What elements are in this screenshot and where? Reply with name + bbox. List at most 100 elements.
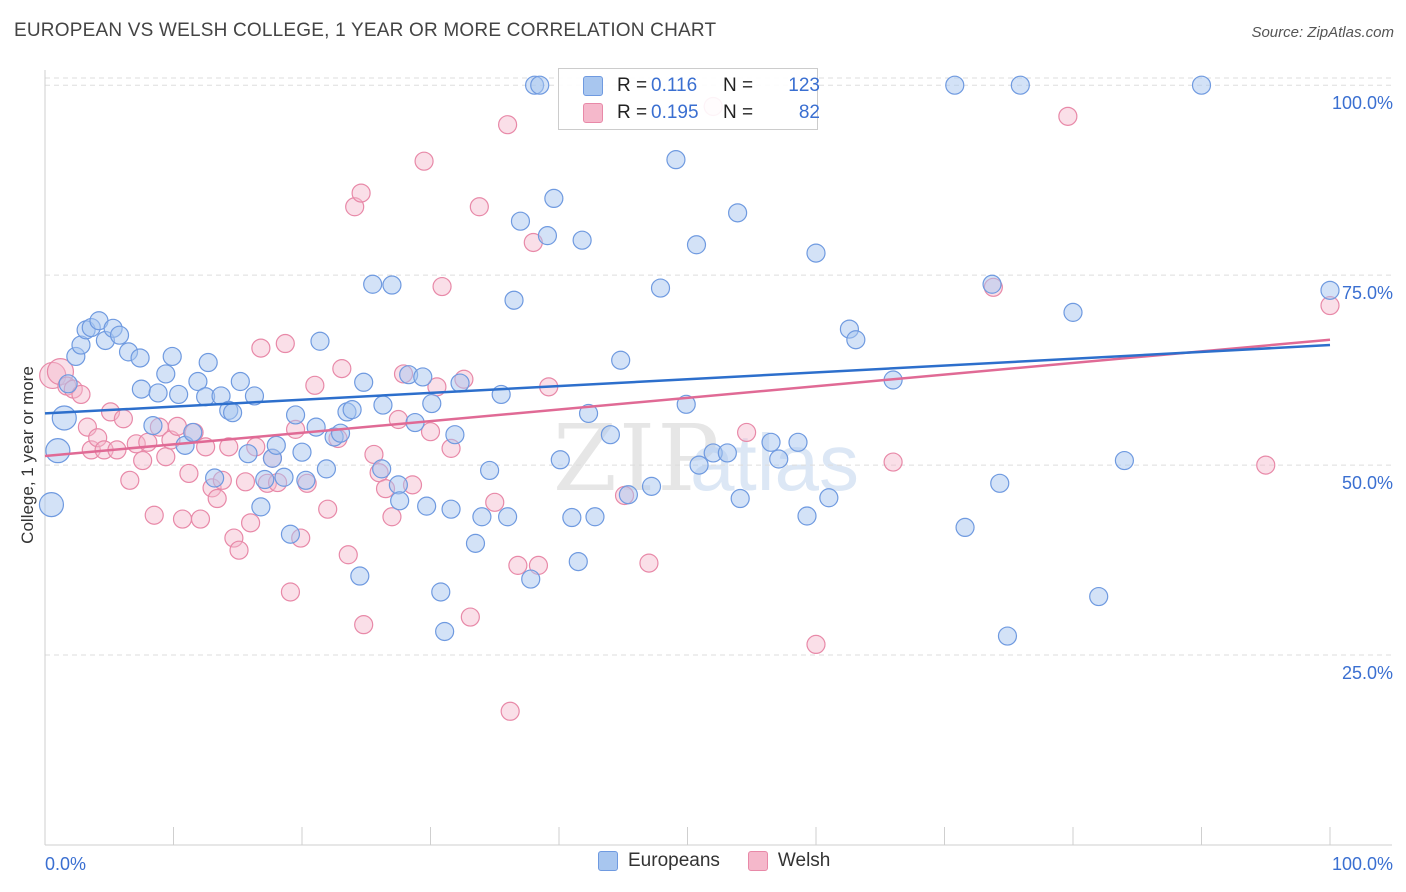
welsh-point bbox=[354, 615, 374, 635]
welsh-point bbox=[207, 488, 227, 509]
x-tick-label: 100.0% bbox=[1332, 854, 1393, 874]
welsh-legend-swatch bbox=[747, 851, 768, 871]
europeans-point bbox=[285, 405, 306, 425]
europeans-point bbox=[230, 371, 250, 392]
europeans-point bbox=[169, 384, 189, 405]
europeans-point bbox=[997, 626, 1018, 646]
welsh-swatch bbox=[583, 103, 603, 123]
europeans-point bbox=[223, 403, 243, 423]
welsh-point bbox=[144, 505, 164, 525]
europeans-point bbox=[568, 551, 588, 572]
europeans-point bbox=[650, 278, 671, 298]
europeans-point bbox=[585, 507, 605, 527]
europeans-point bbox=[372, 459, 392, 479]
europeans-point bbox=[730, 488, 750, 509]
welsh-point bbox=[382, 507, 402, 527]
europeans-point bbox=[504, 290, 524, 310]
gridlines bbox=[45, 77, 1392, 656]
r-label: R = bbox=[617, 75, 648, 96]
welsh-point bbox=[219, 437, 239, 457]
europeans-point bbox=[572, 230, 592, 250]
r-value: 0.116 bbox=[651, 75, 698, 96]
europeans-point bbox=[382, 275, 402, 295]
europeans-point bbox=[417, 496, 437, 516]
europeans-point bbox=[498, 507, 518, 527]
europeans-point bbox=[58, 374, 78, 394]
europeans-point bbox=[45, 438, 71, 464]
europeans-point bbox=[611, 350, 631, 370]
europeans-point bbox=[788, 432, 808, 452]
x-tick-label: 0.0% bbox=[45, 854, 86, 874]
europeans-trend-line bbox=[44, 343, 1331, 415]
europeans-point bbox=[188, 371, 208, 392]
europeans-point bbox=[390, 491, 410, 511]
europeans-point bbox=[990, 473, 1010, 493]
europeans-point bbox=[1114, 450, 1135, 471]
legend-item-europeans[interactable]: Europeans bbox=[598, 850, 720, 872]
europeans-point bbox=[51, 405, 77, 431]
welsh-point bbox=[485, 492, 505, 512]
europeans-point bbox=[143, 415, 163, 436]
europeans-point bbox=[1010, 75, 1030, 95]
r-label: R = bbox=[617, 102, 648, 123]
welsh-point bbox=[498, 115, 518, 135]
europeans-point bbox=[109, 325, 130, 345]
europeans-point bbox=[363, 274, 383, 294]
welsh-point bbox=[432, 276, 452, 297]
welsh-point bbox=[305, 375, 325, 395]
europeans-point bbox=[292, 442, 312, 462]
europeans-point bbox=[666, 150, 686, 170]
y-tick-label: 75.0% bbox=[1342, 283, 1393, 303]
europeans-point bbox=[618, 485, 638, 505]
y-tick-label: 100.0% bbox=[1332, 93, 1393, 113]
europeans-point bbox=[306, 417, 326, 437]
source-label: Source: ZipAtlas.com bbox=[1251, 24, 1394, 41]
europeans-point bbox=[676, 394, 696, 414]
europeans-point bbox=[521, 569, 541, 589]
welsh-point bbox=[500, 701, 520, 721]
europeans-point bbox=[1191, 75, 1212, 95]
europeans-point bbox=[472, 507, 492, 527]
legend-item-welsh[interactable]: Welsh bbox=[747, 850, 830, 872]
europeans-point bbox=[183, 422, 203, 443]
europeans-point bbox=[38, 492, 65, 518]
welsh-point bbox=[190, 509, 211, 529]
axes bbox=[44, 70, 1392, 846]
y-tick-label: 50.0% bbox=[1342, 473, 1393, 493]
n-label: N = bbox=[723, 102, 754, 123]
welsh-point bbox=[414, 151, 434, 171]
europeans-point bbox=[148, 383, 168, 403]
europeans-point bbox=[296, 470, 316, 490]
europeans-point bbox=[280, 524, 301, 544]
welsh-point bbox=[420, 422, 441, 442]
europeans-point bbox=[728, 203, 748, 223]
welsh-point bbox=[639, 553, 659, 573]
europeans-point bbox=[819, 488, 839, 508]
europeans-point bbox=[686, 235, 707, 255]
europeans-point bbox=[255, 469, 275, 490]
europeans-swatch bbox=[583, 76, 603, 96]
welsh-point bbox=[338, 545, 358, 565]
europeans-point bbox=[480, 460, 500, 481]
series-legend: Europeans Welsh bbox=[598, 850, 858, 872]
europeans-point bbox=[982, 274, 1002, 294]
welsh-point bbox=[138, 432, 158, 452]
europeans-point bbox=[266, 435, 286, 455]
welsh-point bbox=[469, 197, 489, 217]
welsh-point bbox=[172, 509, 193, 529]
europeans-point bbox=[238, 444, 258, 464]
europeans-point bbox=[435, 621, 455, 642]
europeans-point bbox=[198, 352, 218, 373]
welsh-point bbox=[88, 428, 108, 448]
europeans-point bbox=[562, 507, 582, 528]
europeans-point bbox=[422, 393, 442, 414]
europeans-point bbox=[641, 476, 662, 496]
r-value: 0.195 bbox=[651, 102, 699, 123]
europeans-point bbox=[441, 499, 461, 519]
europeans-point bbox=[1320, 280, 1340, 300]
europeans-point bbox=[689, 455, 709, 475]
europeans-point bbox=[530, 75, 550, 95]
europeans-point bbox=[717, 443, 737, 463]
europeans-point bbox=[578, 403, 599, 424]
